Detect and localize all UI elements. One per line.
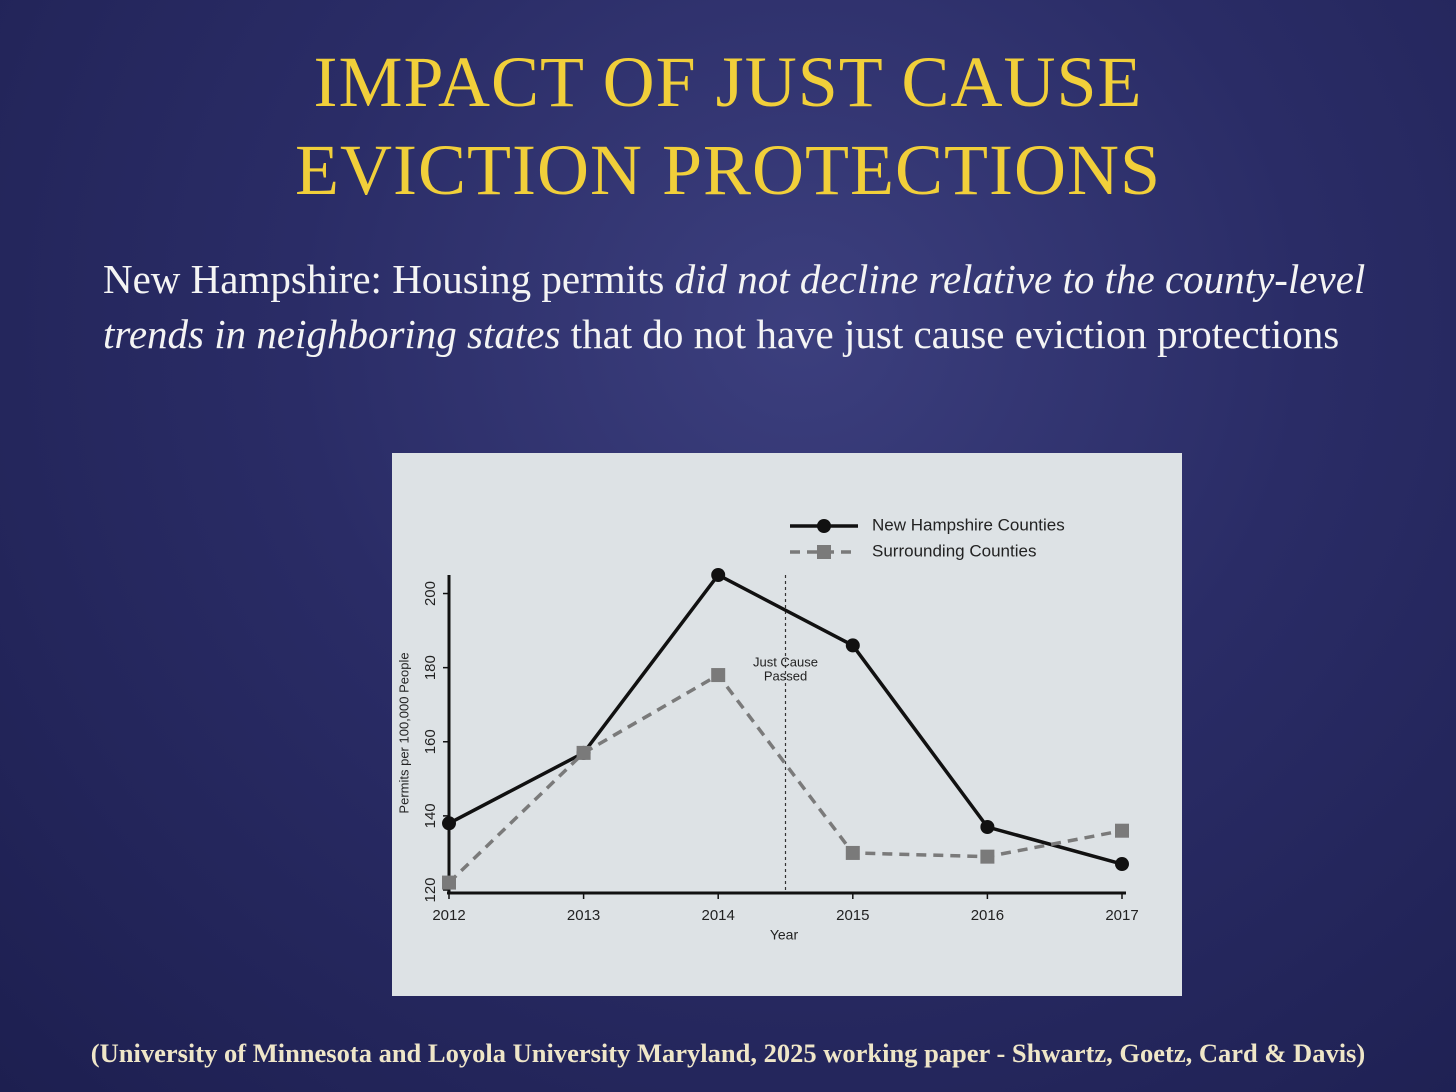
- slide-title: IMPACT OF JUST CAUSE EVICTION PROTECTION…: [0, 38, 1456, 214]
- body-text: New Hampshire: Housing permits: [103, 256, 675, 302]
- marker: [1115, 823, 1129, 838]
- marker: [845, 638, 860, 653]
- legend-marker: [817, 519, 831, 533]
- footer-citation: (University of Minnesota and Loyola Univ…: [90, 1038, 1366, 1068]
- marker: [576, 745, 591, 760]
- legend-label: Surrounding Counties: [872, 541, 1036, 560]
- title-line: IMPACT OF JUST CAUSE: [313, 42, 1143, 122]
- marker: [845, 845, 860, 860]
- x-axis-label: Year: [770, 927, 799, 943]
- y-tick-label: 200: [422, 581, 439, 606]
- y-axis-label: Permits per 100,000 People: [396, 652, 411, 813]
- x-tick-label: 2017: [1105, 907, 1138, 924]
- x-tick-label: 2012: [432, 907, 465, 924]
- marker: [980, 820, 995, 834]
- slide-body: New Hampshire: Housing permits did not d…: [103, 252, 1403, 362]
- legend-marker: [817, 545, 831, 559]
- marker: [711, 668, 726, 683]
- marker: [1115, 857, 1129, 872]
- series-line: [448, 572, 1123, 866]
- marker: [711, 568, 726, 582]
- chart-panel: [392, 453, 1182, 996]
- legend-label: New Hampshire Counties: [872, 515, 1065, 534]
- event-label: Just Cause: [753, 654, 818, 669]
- event-label: Passed: [764, 668, 807, 683]
- y-tick-label: 140: [422, 803, 439, 828]
- y-tick-label: 120: [422, 877, 439, 902]
- y-tick-label: 180: [422, 655, 439, 680]
- x-tick-label: 2016: [971, 907, 1004, 924]
- marker: [442, 816, 456, 831]
- y-tick-label: 160: [422, 729, 439, 754]
- x-tick-label: 2015: [836, 907, 869, 924]
- title-line: EVICTION PROTECTIONS: [295, 130, 1161, 210]
- x-tick-label: 2014: [702, 907, 735, 924]
- marker: [442, 875, 456, 890]
- body-text: that do not have just cause eviction pro…: [560, 311, 1340, 357]
- x-tick-label: 2013: [567, 907, 600, 924]
- marker: [980, 849, 995, 864]
- series-line: [447, 672, 1123, 884]
- body-text-italic: did not decline relative to the county-l…: [103, 256, 1366, 357]
